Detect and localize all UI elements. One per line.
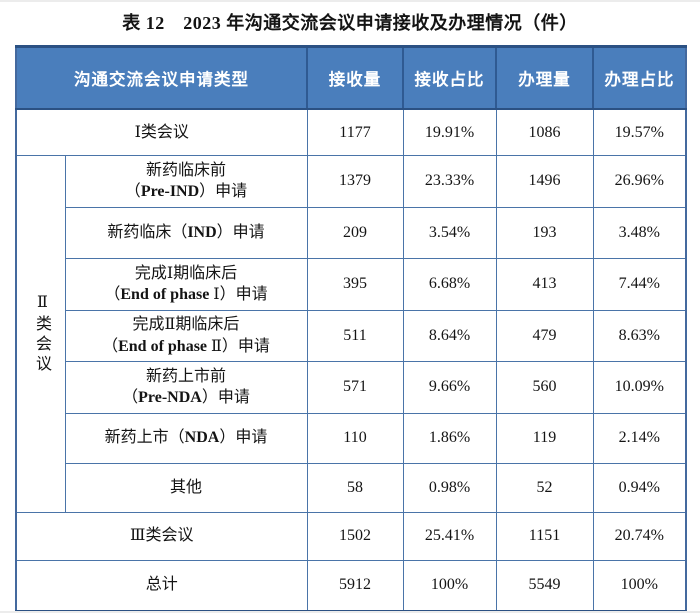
received-share-cell: 3.54% xyxy=(402,206,497,259)
row-label-line: 新药临床前 xyxy=(145,161,226,179)
handled-count-cell: 560 xyxy=(495,360,594,414)
received-count-cell: 110 xyxy=(306,412,404,464)
received-count-cell: 571 xyxy=(306,360,404,414)
received-count-cell: 209 xyxy=(306,206,404,259)
column-header-type: 沟通交流会议申请类型 xyxy=(15,45,308,110)
received-count-cell: 5912 xyxy=(306,559,404,613)
row-label-cell: 完成Ⅰ期临床后 （End of phase Ⅰ）申请 xyxy=(64,257,308,311)
handled-share-cell: 3.48% xyxy=(592,206,687,259)
handled-count-cell: 479 xyxy=(495,309,594,362)
received-share-cell: 9.66% xyxy=(402,360,497,414)
received-count-cell: 1379 xyxy=(306,154,404,208)
row-label-line: 新药上市（NDA）申请 xyxy=(104,429,268,447)
handled-count-cell: 1151 xyxy=(495,511,594,561)
header-row: 沟通交流会议申请类型 接收量 接收占比 办理量 办理占比 xyxy=(15,45,687,110)
received-share-cell: 23.33% xyxy=(402,154,497,208)
row-label-line: 其他 xyxy=(169,478,202,496)
group-label: Ⅱ类会议 xyxy=(32,292,50,375)
received-count-cell: 395 xyxy=(306,257,404,311)
table-row: 完成Ⅰ期临床后 （End of phase Ⅰ）申请 395 6.68% 413 7.44… xyxy=(16,257,687,311)
handled-share-cell: 0.94% xyxy=(592,462,687,513)
handled-share-cell: 7.44% xyxy=(592,257,687,311)
handled-share-cell: 26.96% xyxy=(592,154,687,208)
handled-share-cell: 2.14% xyxy=(592,412,687,464)
received-count-cell: 1177 xyxy=(306,108,404,156)
table-row: Ⅱ类会议 新药临床前 （Pre-IND）申请 1379 23.33% 1496 26.96% xyxy=(15,154,687,513)
handled-share-cell: 8.63% xyxy=(592,309,687,362)
handled-share-cell: 20.74% xyxy=(592,511,687,561)
row-label-line: （End of phase Ⅰ）申请 xyxy=(104,286,268,303)
table-row: 新药上市前 （Pre-NDA）申请 571 9.66% 560 10.09% xyxy=(16,360,687,414)
row-label-cell: 新药临床前 （Pre-IND）申请 xyxy=(64,154,308,208)
received-share-cell: 19.91% xyxy=(402,108,497,156)
row-label-line: Ⅰ类会议 xyxy=(134,123,189,141)
handled-count-cell: 1496 xyxy=(495,154,594,208)
received-count-cell: 511 xyxy=(306,309,404,362)
row-label-cell: Ⅲ类会议 xyxy=(15,511,308,561)
row-label-line: 完成Ⅱ期临床后 xyxy=(132,316,240,334)
table-row: Ⅰ类会议 1177 19.91% 1086 19.57% xyxy=(15,108,687,156)
row-label-line: （Pre-NDA）申请 xyxy=(122,389,250,406)
received-count-cell: 58 xyxy=(306,462,404,513)
page-edge-top xyxy=(0,0,700,2)
received-share-cell: 6.68% xyxy=(402,257,497,311)
received-share-cell: 8.64% xyxy=(402,309,497,362)
row-label-cell: 新药临床（IND）申请 xyxy=(64,206,308,259)
table-row: Ⅲ类会议 1502 25.41% 1151 20.74% xyxy=(15,511,687,561)
received-count-cell: 1502 xyxy=(306,511,404,561)
table-row: 新药上市（NDA）申请 110 1.86% 119 2.14% xyxy=(16,412,687,464)
received-share-cell: 0.98% xyxy=(402,462,497,513)
table-row: 总计 5912 100% 5549 100% xyxy=(15,559,687,613)
row-label-line: Ⅲ类会议 xyxy=(130,527,194,545)
row-label-cell: 新药上市前 （Pre-NDA）申请 xyxy=(64,360,308,414)
row-label-line: 新药临床（IND）申请 xyxy=(107,223,265,241)
handled-count-cell: 5549 xyxy=(495,559,594,613)
handled-count-cell: 413 xyxy=(495,257,594,311)
row-label-cell: 新药上市（NDA）申请 xyxy=(64,412,308,464)
row-label-cell: 其他 xyxy=(64,462,308,513)
table-row: 完成Ⅱ期临床后 （End of phase Ⅱ）申请 511 8.64% 479 8.63… xyxy=(16,309,687,362)
row-label-cell: Ⅰ类会议 xyxy=(15,108,308,156)
handled-count-cell: 52 xyxy=(495,462,594,513)
handled-share-cell: 19.57% xyxy=(592,108,687,156)
column-header-handled: 办理量 xyxy=(495,45,594,110)
table-body: Ⅰ类会议 1177 19.91% 1086 19.57% Ⅱ类会议 新药临床前 （Pre-IN… xyxy=(15,108,687,613)
group-label-cell: Ⅱ类会议 xyxy=(15,154,66,513)
row-label-cell: 完成Ⅱ期临床后 （End of phase Ⅱ）申请 xyxy=(64,309,308,362)
handled-count-cell: 193 xyxy=(495,206,594,259)
handled-share-cell: 100% xyxy=(592,559,687,613)
column-header-handled-share: 办理占比 xyxy=(592,45,687,110)
handled-share-cell: 10.09% xyxy=(592,360,687,414)
received-share-cell: 1.86% xyxy=(402,412,497,464)
table-row: 其他 58 0.98% 52 0.94% xyxy=(16,462,687,513)
row-label-line: （End of phase Ⅱ）申请 xyxy=(102,337,270,355)
column-header-received: 接收量 xyxy=(306,45,404,110)
received-share-cell: 100% xyxy=(402,559,497,613)
column-header-received-share: 接收占比 xyxy=(402,45,497,110)
row-label-line: 总计 xyxy=(145,576,178,594)
handled-count-cell: 1086 xyxy=(495,108,594,156)
table-caption: 表 12 2023 年沟通交流会议申请接收及办理情况（件） xyxy=(122,13,578,33)
row-label-line: 新药上市前 xyxy=(145,367,226,385)
row-label-line: （Pre-IND）申请 xyxy=(124,183,248,200)
row-label-line: 完成Ⅰ期临床后 xyxy=(134,264,238,282)
received-share-cell: 25.41% xyxy=(402,511,497,561)
handled-count-cell: 119 xyxy=(495,412,594,464)
page-edge-bottom xyxy=(0,611,700,613)
row-label-cell: 总计 xyxy=(15,559,308,613)
table-header: 沟通交流会议申请类型 接收量 接收占比 办理量 办理占比 xyxy=(15,45,687,110)
table-row: 新药临床（IND）申请 209 3.54% 193 3.48% xyxy=(16,206,687,259)
meeting-application-table: 沟通交流会议申请类型 接收量 接收占比 办理量 办理占比 Ⅰ类会议 1177 19.… xyxy=(15,45,687,613)
